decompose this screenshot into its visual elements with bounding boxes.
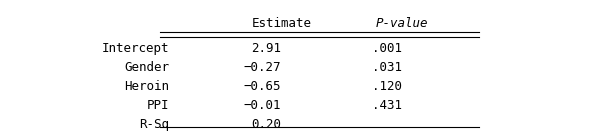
Text: .001: .001: [372, 42, 402, 55]
Text: .031: .031: [372, 61, 402, 74]
Text: R-Sq: R-Sq: [139, 118, 169, 131]
Text: Heroin: Heroin: [124, 80, 169, 93]
Text: .120: .120: [372, 80, 402, 93]
Text: −0.27: −0.27: [244, 61, 281, 74]
Text: 2.91: 2.91: [251, 42, 281, 55]
Text: P-value: P-value: [376, 17, 428, 30]
Text: −0.01: −0.01: [244, 99, 281, 112]
Text: Gender: Gender: [124, 61, 169, 74]
Text: Intercept: Intercept: [102, 42, 169, 55]
Text: 0.20: 0.20: [251, 118, 281, 131]
Text: PPI: PPI: [147, 99, 169, 112]
Text: .431: .431: [372, 99, 402, 112]
Text: −0.65: −0.65: [244, 80, 281, 93]
Text: Estimate: Estimate: [251, 17, 311, 30]
